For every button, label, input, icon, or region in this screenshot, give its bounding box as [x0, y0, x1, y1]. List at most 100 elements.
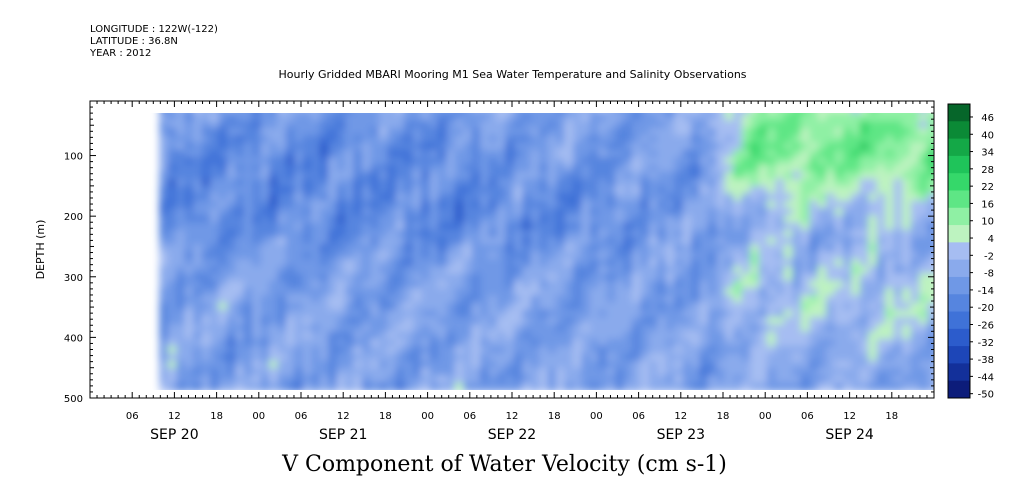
field-cell	[218, 200, 229, 210]
field-cell	[885, 353, 896, 363]
field-cell	[446, 229, 457, 239]
field-cell	[657, 266, 668, 276]
field-cell	[699, 186, 710, 196]
field-cell	[480, 127, 491, 138]
field-cell	[488, 280, 499, 290]
field-cell	[370, 178, 381, 189]
field-cell	[209, 244, 221, 254]
field-cell	[361, 280, 373, 290]
field-cell	[741, 331, 753, 341]
field-cell	[927, 193, 934, 203]
field-cell	[226, 273, 238, 283]
field-cell	[910, 178, 921, 189]
field-cell	[674, 309, 685, 319]
field-cell	[488, 375, 499, 385]
field-cell	[699, 135, 710, 145]
field-cell	[209, 113, 221, 123]
field-cell	[589, 324, 601, 334]
field-cell	[184, 375, 196, 385]
field-cell	[235, 287, 246, 298]
field-cell	[328, 207, 339, 218]
field-cell	[606, 360, 618, 370]
field-cell	[269, 186, 280, 196]
field-cell	[488, 324, 499, 334]
field-cell	[783, 360, 795, 370]
field-cell	[539, 295, 550, 305]
field-cell	[691, 295, 702, 305]
field-cell	[370, 164, 381, 174]
field-cell	[885, 375, 896, 385]
field-cell	[353, 222, 364, 232]
field-cell	[294, 346, 305, 356]
field-cell	[319, 142, 331, 152]
field-cell	[446, 171, 457, 181]
field-cell	[767, 236, 778, 247]
field-cell	[437, 207, 449, 218]
field-cell	[404, 215, 415, 225]
field-cell	[404, 346, 415, 356]
field-cell	[724, 120, 736, 130]
field-cell	[496, 360, 508, 370]
field-cell	[252, 367, 263, 378]
field-cell	[767, 244, 778, 254]
field-cell	[429, 222, 440, 232]
field-cell	[682, 171, 694, 181]
field-cell	[184, 367, 196, 378]
field-cell	[345, 207, 356, 218]
field-cell	[556, 353, 567, 363]
field-cell	[412, 295, 423, 305]
field-cell	[269, 164, 280, 174]
field-cell	[530, 236, 542, 247]
field-cell	[218, 164, 229, 174]
field-cell	[657, 171, 668, 181]
field-cell	[572, 295, 584, 305]
field-cell	[724, 295, 736, 305]
field-cell	[294, 266, 305, 276]
field-cell	[522, 353, 533, 363]
field-cell	[269, 266, 280, 276]
field-cell	[918, 280, 930, 290]
field-cell	[716, 346, 727, 356]
field-cell	[767, 215, 778, 225]
field-cell	[927, 316, 934, 327]
field-cell	[842, 193, 854, 203]
field-cell	[598, 236, 609, 247]
field-cell	[716, 186, 727, 196]
field-cell	[336, 338, 348, 349]
field-cell	[285, 280, 297, 290]
field-cell	[404, 127, 415, 138]
field-cell	[370, 156, 381, 167]
field-cell	[547, 382, 559, 390]
field-cell	[741, 127, 753, 138]
field-cell	[927, 164, 934, 174]
field-cell	[505, 120, 516, 130]
field-cell	[741, 120, 753, 130]
field-cell	[319, 295, 331, 305]
field-cell	[556, 156, 567, 167]
field-cell	[420, 295, 432, 305]
field-cell	[868, 258, 879, 269]
field-cell	[496, 324, 508, 334]
field-cell	[446, 215, 457, 225]
field-cell	[581, 324, 592, 334]
field-cell	[556, 178, 567, 189]
field-cell	[674, 164, 685, 174]
field-cell	[868, 360, 879, 370]
field-cell	[302, 156, 314, 167]
field-cell	[623, 222, 634, 232]
field-cell	[437, 251, 449, 261]
field-cell	[868, 135, 879, 145]
field-cell	[302, 367, 314, 378]
field-cell	[176, 295, 187, 305]
field-cell	[572, 244, 584, 254]
field-cell	[201, 120, 212, 130]
field-cell	[876, 149, 888, 159]
field-cell	[471, 186, 483, 196]
field-cell	[201, 142, 212, 152]
field-cell	[167, 120, 179, 130]
field-cell	[631, 353, 643, 363]
field-cell	[513, 229, 525, 239]
field-cell	[623, 178, 634, 189]
field-cell	[328, 302, 339, 312]
field-cell	[859, 142, 871, 152]
